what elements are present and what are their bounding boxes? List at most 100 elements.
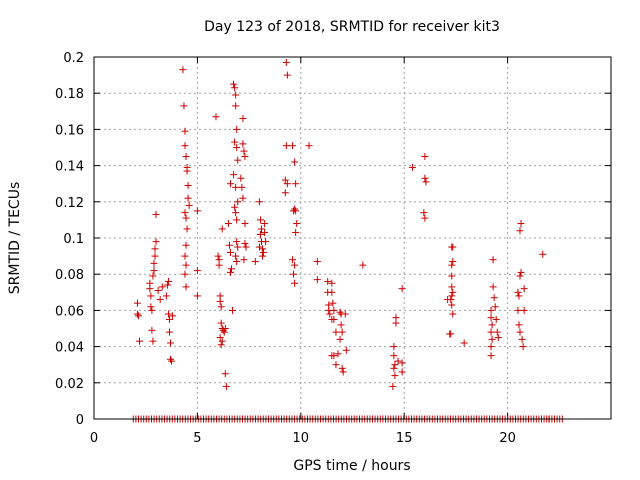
data-point	[239, 115, 247, 123]
data-point	[234, 243, 242, 251]
data-point	[448, 261, 456, 269]
data-point	[390, 364, 398, 372]
data-point	[242, 243, 250, 251]
data-point	[324, 277, 332, 285]
y-tick-label: 0.08	[55, 268, 84, 283]
data-point	[291, 205, 299, 213]
data-point	[329, 299, 337, 307]
data-point	[449, 310, 457, 318]
data-point	[518, 335, 526, 343]
data-point	[154, 286, 162, 294]
data-point	[162, 292, 170, 300]
data-point	[488, 335, 496, 343]
data-point	[151, 245, 159, 253]
data-point	[421, 214, 429, 222]
data-point	[233, 216, 241, 224]
data-point	[490, 294, 498, 302]
data-point	[181, 142, 189, 150]
data-point	[258, 225, 266, 233]
data-point	[290, 207, 298, 215]
data-point	[149, 272, 157, 280]
data-point	[420, 209, 428, 217]
data-point	[398, 368, 406, 376]
data-point	[233, 144, 241, 151]
data-point	[489, 256, 497, 264]
chart-title: Day 123 of 2018, SRMTID for receiver kit…	[204, 19, 500, 35]
data-point	[408, 163, 416, 171]
y-tick-label: 0.06	[55, 304, 84, 319]
data-point	[133, 310, 141, 318]
data-point	[391, 372, 399, 380]
data-point	[282, 142, 290, 150]
data-point	[182, 283, 190, 291]
data-point	[230, 80, 238, 88]
y-tick-label: 0	[76, 413, 84, 428]
data-point	[164, 277, 172, 285]
data-point	[330, 315, 338, 323]
data-point	[146, 285, 154, 293]
data-point	[134, 312, 142, 320]
data-point	[212, 113, 220, 121]
data-point	[283, 180, 291, 188]
data-point	[488, 321, 496, 329]
y-tick-label: 0.1	[63, 232, 84, 247]
data-point	[148, 306, 156, 314]
data-point	[291, 158, 299, 166]
data-point	[255, 198, 263, 206]
data-point	[165, 328, 173, 336]
data-point	[233, 125, 241, 133]
data-point	[218, 225, 226, 233]
plot-frame	[93, 56, 612, 420]
data-point	[239, 140, 247, 148]
data-point	[180, 102, 188, 110]
data-point	[135, 337, 143, 345]
data-point	[516, 272, 524, 280]
data-point	[359, 261, 367, 269]
data-point	[256, 230, 264, 238]
data-point	[334, 350, 342, 358]
data-point	[133, 299, 141, 307]
data-point	[392, 314, 400, 322]
data-point	[259, 245, 267, 253]
data-point	[326, 310, 334, 318]
data-point	[448, 292, 456, 300]
data-point	[185, 201, 193, 209]
data-point	[241, 153, 249, 161]
data-point	[447, 296, 455, 304]
data-point	[147, 292, 155, 300]
y-tick-label: 0.12	[55, 196, 84, 211]
data-point	[222, 382, 230, 390]
data-point	[260, 248, 268, 256]
data-point	[448, 272, 456, 280]
data-point	[259, 252, 267, 260]
data-point	[515, 292, 523, 300]
data-point	[163, 281, 171, 289]
data-point	[183, 225, 191, 233]
data-point	[487, 306, 495, 314]
data-point	[289, 142, 297, 150]
data-point	[494, 334, 502, 342]
data-point	[390, 352, 398, 360]
data-point	[150, 259, 158, 267]
data-point	[231, 203, 239, 211]
data-point	[293, 220, 301, 228]
data-point	[182, 261, 190, 269]
data-point	[230, 171, 238, 179]
data-point	[214, 252, 222, 260]
x-axis-label: GPS time / hours	[293, 458, 410, 474]
data-point	[448, 283, 456, 291]
data-point	[158, 283, 166, 291]
data-point	[181, 127, 189, 135]
data-point	[491, 303, 499, 311]
x-tick-label: 5	[193, 431, 201, 446]
data-point	[332, 361, 340, 369]
data-point	[233, 258, 241, 266]
data-point	[305, 142, 313, 150]
data-point	[226, 248, 234, 256]
data-point	[514, 288, 522, 296]
data-point	[328, 288, 336, 296]
data-point	[165, 315, 173, 323]
data-point	[216, 334, 224, 342]
data-point	[338, 364, 346, 372]
